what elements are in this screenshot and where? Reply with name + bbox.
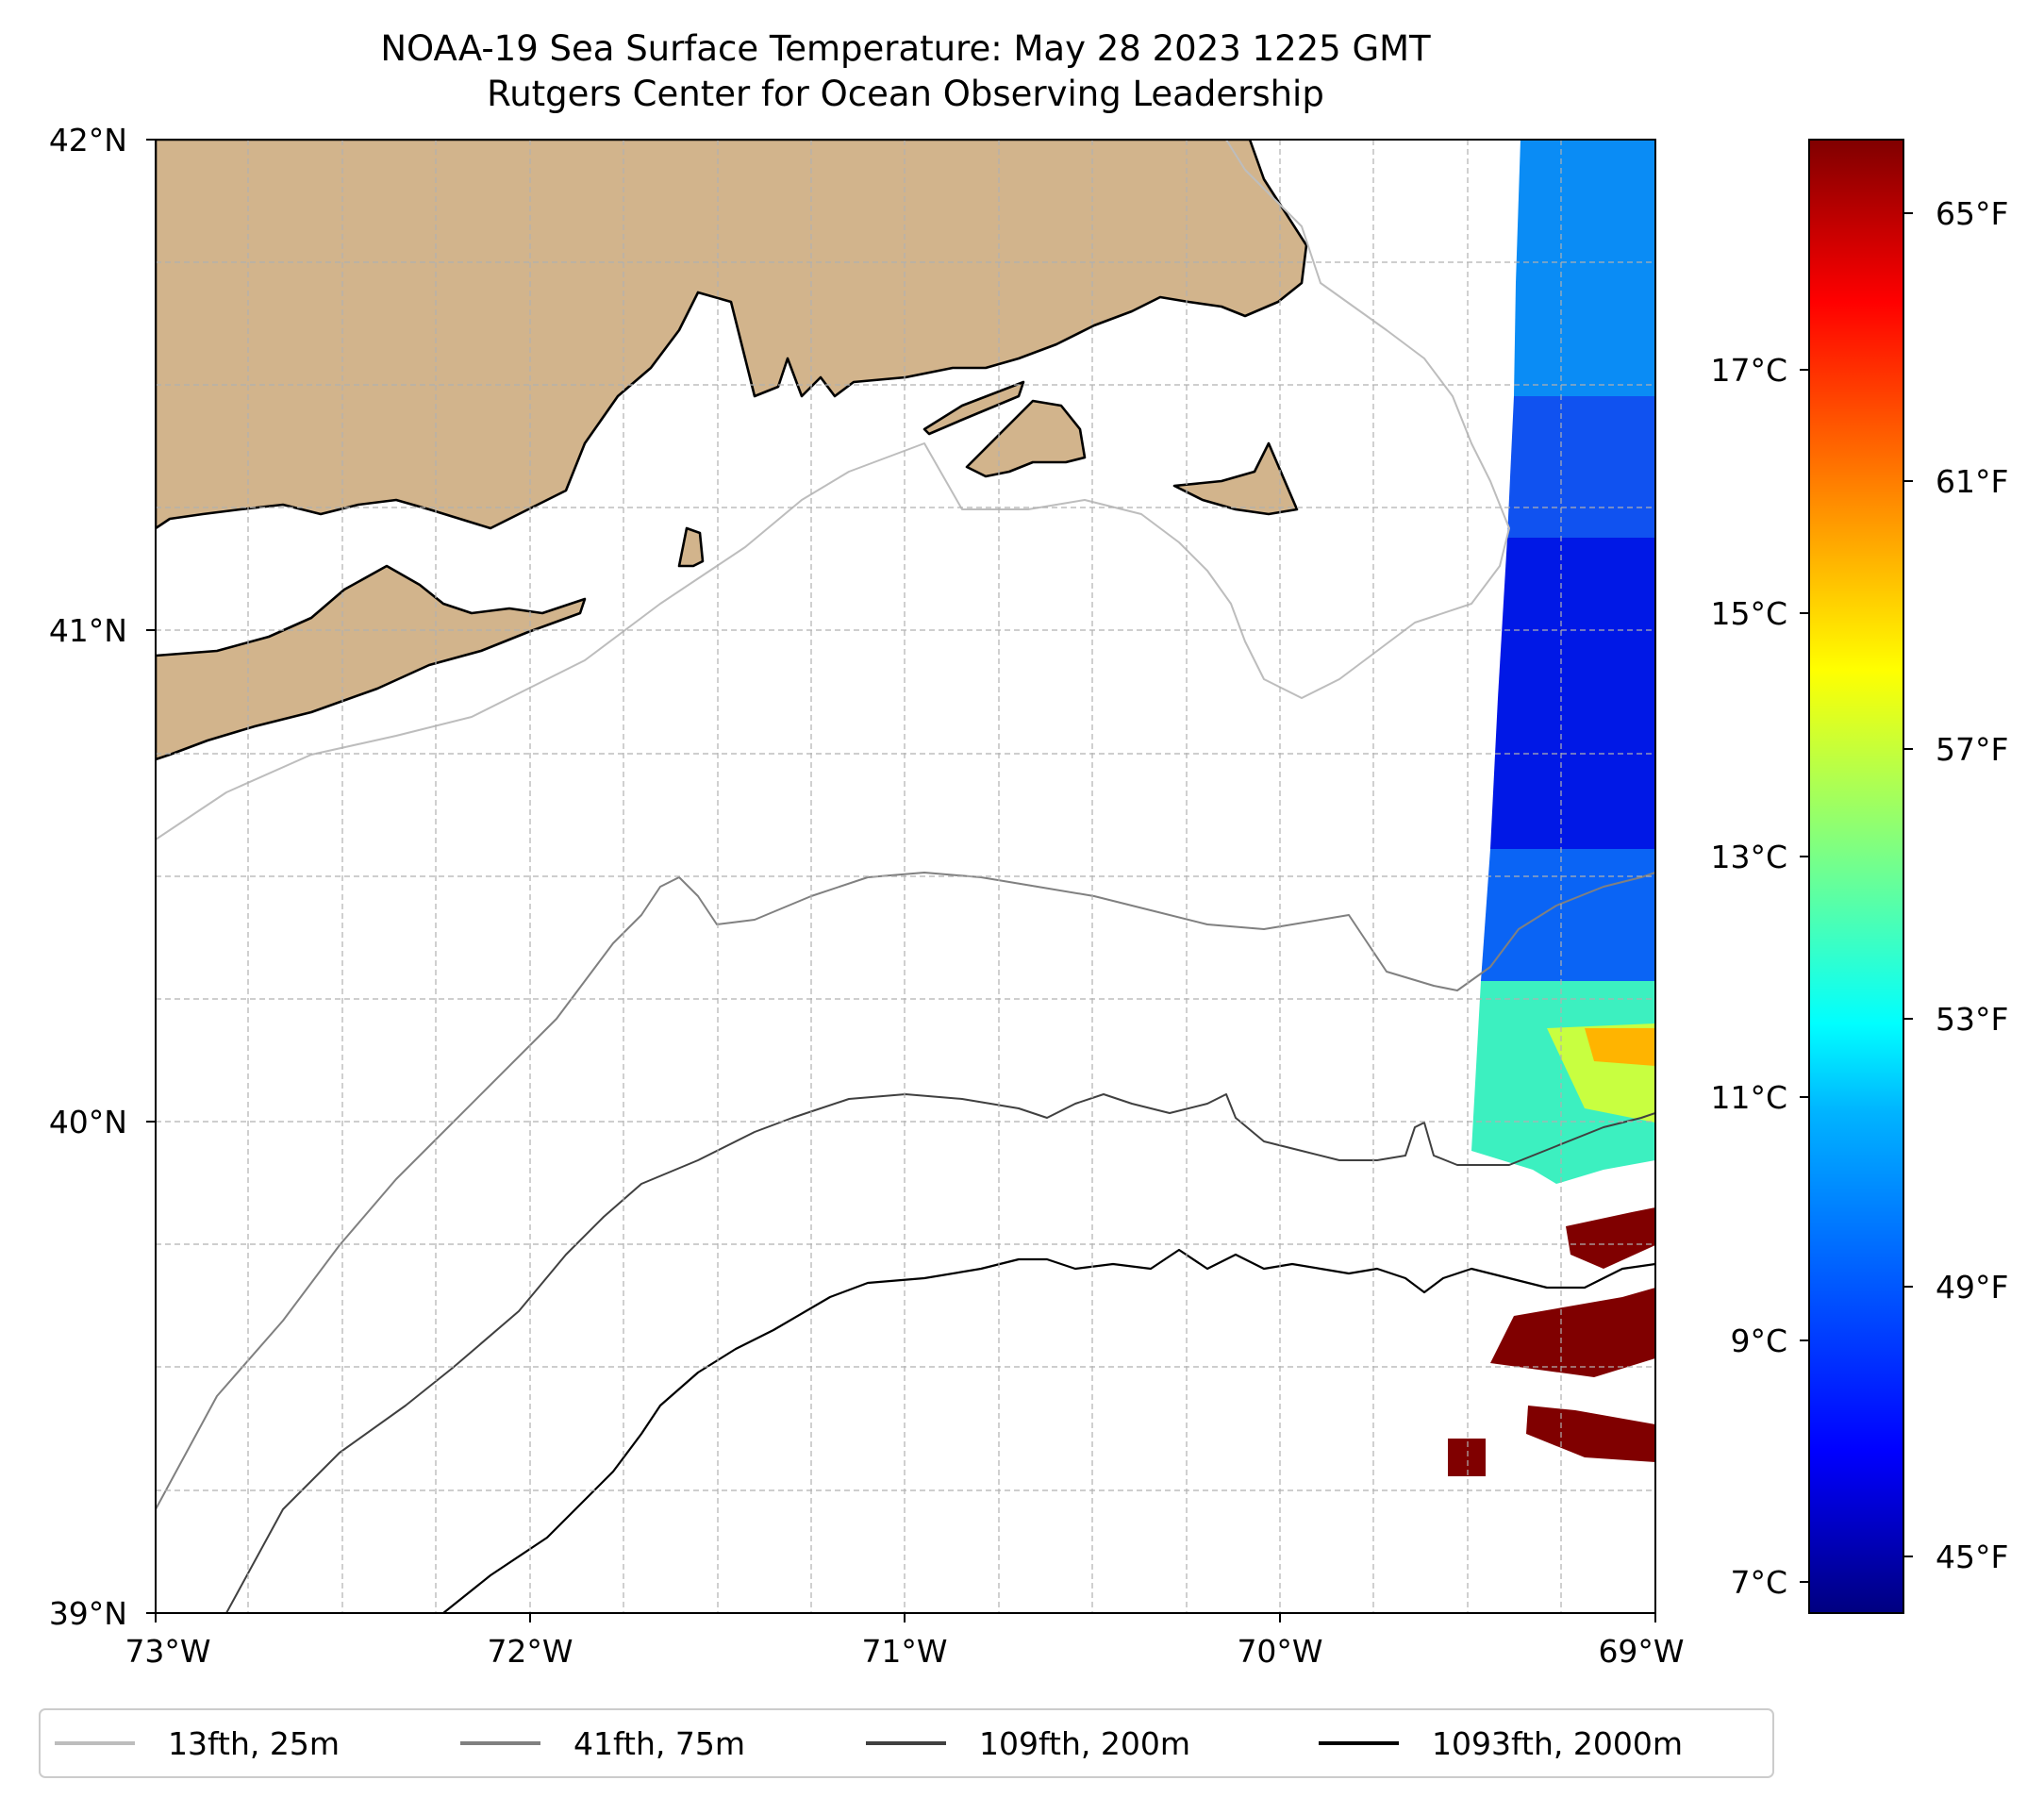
- land-mainland-new-england: [156, 140, 1308, 530]
- colorbar-label-11c: 11°C: [1710, 1079, 1787, 1116]
- y-tick-40n: 40°N: [49, 1104, 127, 1140]
- legend: 13fth, 25m 41fth, 75m 109fth, 200m 1093f…: [39, 1708, 1774, 1778]
- colorbar-fahrenheit-ticks: [1903, 212, 1913, 1557]
- colorbar-label-49f: 49°F: [1936, 1269, 2008, 1306]
- legend-item-75m: 41fth, 75m: [460, 1725, 745, 1762]
- isobath-75m: [156, 872, 1655, 1510]
- y-tick-labels: 39°N 40°N 41°N 42°N: [49, 122, 127, 1632]
- gridlines: [156, 140, 1655, 1613]
- colorbar-label-61f: 61°F: [1936, 463, 2008, 500]
- x-tick-72w: 72°W: [487, 1633, 573, 1670]
- title-line-2: Rutgers Center for Ocean Observing Leade…: [487, 74, 1324, 114]
- sst-data-swath: [1448, 140, 1655, 1476]
- colorbar-celsius-ticks: [1800, 369, 1809, 1583]
- y-tick-39n: 39°N: [49, 1595, 127, 1632]
- isobath-25m: [156, 140, 1510, 840]
- sst-gulfstream-patch-3: [1526, 1406, 1655, 1462]
- colorbar: 17°C 15°C 13°C 11°C 9°C 7°C 65°F 61°F 57…: [1710, 139, 2008, 1614]
- legend-item-200m: 109fth, 200m: [866, 1725, 1190, 1762]
- isobath-2000m: [442, 1248, 1655, 1613]
- sst-gulfstream-patch-1: [1566, 1207, 1655, 1269]
- land-long-island: [156, 564, 587, 761]
- x-tick-71w: 71°W: [861, 1633, 947, 1670]
- colorbar-label-45f: 45°F: [1936, 1539, 2008, 1575]
- sst-mid-segment: [1507, 396, 1655, 538]
- y-tick-42n: 42°N: [49, 122, 127, 158]
- legend-item-2000m: 1093fth, 2000m: [1319, 1725, 1683, 1762]
- map-plot-area: [156, 140, 1655, 1613]
- colorbar-gradient: [1808, 139, 1904, 1614]
- sst-north-segment: [1514, 140, 1655, 396]
- y-tick-41n: 41°N: [49, 612, 127, 649]
- x-tick-69w: 69°W: [1598, 1633, 1684, 1670]
- sst-cold-core: [1490, 538, 1655, 849]
- x-tick-labels: 73°W 72°W 71°W 70°W 69°W: [125, 1633, 1684, 1670]
- legend-label-25m: 13fth, 25m: [168, 1725, 340, 1762]
- land-block-island: [677, 526, 705, 568]
- axis-ticks: [146, 139, 1656, 1622]
- land-marthas-vineyard: [965, 399, 1087, 478]
- colorbar-label-7c: 7°C: [1730, 1564, 1787, 1601]
- legend-label-75m: 41fth, 75m: [573, 1725, 745, 1762]
- colorbar-label-9c: 9°C: [1730, 1323, 1787, 1359]
- colorbar-label-65f: 65°F: [1936, 195, 2008, 232]
- land-nantucket: [1172, 441, 1299, 516]
- x-tick-70w: 70°W: [1237, 1633, 1322, 1670]
- colorbar-label-53f: 53°F: [1936, 1001, 2008, 1038]
- legend-label-2000m: 1093fth, 2000m: [1432, 1725, 1683, 1762]
- colorbar-label-15c: 15°C: [1710, 595, 1787, 632]
- colorbar-celsius-labels: 17°C 15°C 13°C 11°C 9°C 7°C: [1710, 352, 1787, 1601]
- colorbar-label-17c: 17°C: [1710, 352, 1787, 389]
- title-line-1: NOAA-19 Sea Surface Temperature: May 28 …: [380, 28, 1431, 69]
- sst-gulfstream-patch-2: [1490, 1288, 1655, 1377]
- x-tick-73w: 73°W: [125, 1633, 210, 1670]
- land: [156, 140, 1308, 761]
- sst-gulfstream-patch-4: [1448, 1439, 1486, 1476]
- colorbar-fahrenheit-labels: 65°F 61°F 57°F 53°F 49°F 45°F: [1936, 195, 2008, 1575]
- legend-item-25m: 13fth, 25m: [55, 1725, 340, 1762]
- sst-transition: [1481, 849, 1655, 981]
- colorbar-label-57f: 57°F: [1936, 731, 2008, 768]
- isobaths: [156, 140, 1655, 1613]
- colorbar-label-13c: 13°C: [1710, 839, 1787, 875]
- sst-orange-patch: [1585, 1028, 1655, 1066]
- legend-label-200m: 109fth, 200m: [979, 1725, 1190, 1762]
- isobath-200m: [225, 1093, 1655, 1613]
